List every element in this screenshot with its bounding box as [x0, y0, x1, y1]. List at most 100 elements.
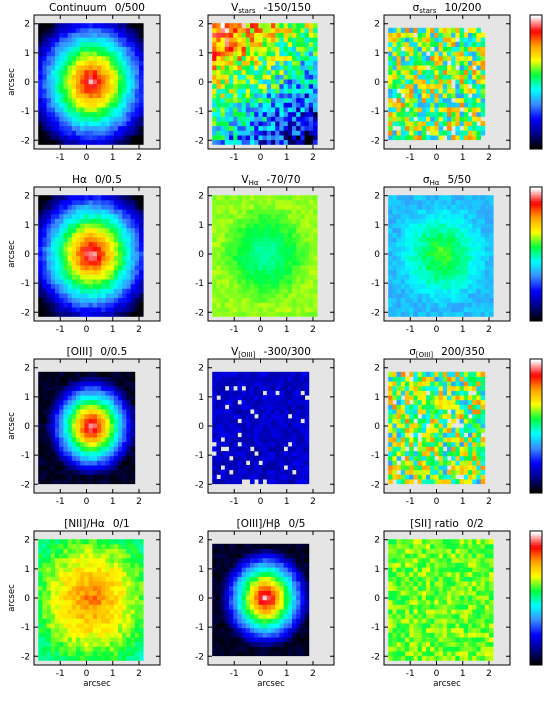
heatmap-cell — [126, 279, 131, 284]
heatmap-cell — [409, 232, 414, 237]
heatmap-cell — [254, 112, 259, 117]
heatmap-cell — [101, 223, 106, 228]
heatmap-cell — [68, 270, 73, 275]
heatmap-cell — [405, 65, 410, 70]
heatmap-cell — [63, 474, 68, 479]
heatmap-cell — [59, 232, 64, 237]
heatmap-cell — [254, 298, 259, 303]
heatmap-cell — [242, 200, 247, 205]
heatmap-cell — [51, 65, 56, 70]
heatmap-cell — [110, 470, 115, 475]
heatmap-cell — [118, 65, 123, 70]
heatmap-cell — [101, 219, 106, 224]
heatmap-cell — [42, 98, 47, 103]
heatmap-cell — [93, 446, 98, 451]
heatmap-cell — [114, 116, 119, 121]
heatmap-cell — [135, 256, 140, 261]
heatmap-cell — [72, 56, 77, 61]
heatmap-cell — [101, 479, 106, 484]
heatmap-cell — [51, 33, 56, 38]
heatmap-cell — [59, 418, 64, 423]
heatmap-cell — [455, 121, 460, 126]
heatmap-cell — [225, 298, 230, 303]
heatmap-cell — [296, 228, 301, 233]
heatmap-cell — [313, 251, 318, 256]
heatmap-cell — [300, 423, 305, 428]
heatmap-cell — [122, 474, 127, 479]
heatmap-cell — [309, 195, 314, 200]
heatmap-cell — [258, 302, 263, 307]
heatmap-cell — [72, 107, 77, 112]
heatmap-cell — [42, 409, 47, 414]
heatmap-cell — [139, 42, 144, 47]
heatmap-cell — [101, 42, 106, 47]
heatmap-cell — [126, 56, 131, 61]
heatmap-cell — [464, 60, 469, 65]
heatmap-cell — [279, 456, 284, 461]
heatmap-cell — [313, 223, 318, 228]
heatmap-cell — [237, 284, 242, 289]
heatmap-cell — [288, 237, 293, 242]
heatmap-cell — [279, 242, 284, 247]
heatmap-cell — [468, 79, 473, 84]
heatmap-cell — [271, 195, 276, 200]
heatmap-cell — [434, 195, 439, 200]
heatmap-cell — [292, 195, 297, 200]
heatmap-cell — [97, 260, 102, 265]
heatmap-cell — [413, 56, 418, 61]
heatmap-cell — [131, 391, 136, 396]
heatmap-cell — [464, 209, 469, 214]
heatmap-cell — [110, 126, 115, 131]
heatmap-cell — [401, 116, 406, 121]
heatmap-cell — [212, 432, 217, 437]
heatmap-cell — [225, 460, 230, 465]
heatmap-cell — [114, 265, 119, 270]
heatmap-cell — [288, 279, 293, 284]
heatmap-cell — [101, 409, 106, 414]
heatmap-cell — [47, 270, 52, 275]
heatmap-cell — [472, 56, 477, 61]
heatmap-cells — [38, 372, 135, 484]
heatmap-cell — [47, 121, 52, 126]
heatmap-cell — [455, 228, 460, 233]
heatmap-cell — [409, 126, 414, 131]
heatmap-cell — [313, 307, 318, 312]
heatmap-cell — [105, 130, 110, 135]
heatmap-cell — [80, 135, 85, 140]
heatmap-cell — [101, 256, 106, 261]
heatmap-cell — [55, 135, 60, 140]
heatmap-cell — [126, 28, 131, 33]
heatmap-cell — [122, 47, 127, 52]
heatmap-cell — [225, 451, 230, 456]
heatmap-cell — [300, 112, 305, 117]
heatmap-cell — [97, 386, 102, 391]
heatmap-cell — [233, 265, 238, 270]
heatmap-cell — [55, 28, 60, 33]
heatmap-cell — [114, 451, 119, 456]
heatmap-cell — [409, 60, 414, 65]
heatmap-cell — [443, 223, 448, 228]
heatmap-cell — [481, 214, 486, 219]
heatmap-cell — [296, 456, 301, 461]
heatmap-cell — [275, 465, 280, 470]
heatmap-cell — [242, 279, 247, 284]
heatmap-cell — [476, 102, 481, 107]
heatmap-cell — [84, 42, 89, 47]
heatmap-cell — [101, 312, 106, 317]
heatmap-cell — [288, 88, 293, 93]
heatmap-cell — [275, 214, 280, 219]
heatmap-cell — [233, 214, 238, 219]
heatmap-cell — [225, 465, 230, 470]
heatmap-cell — [105, 377, 110, 382]
heatmap-cell — [413, 200, 418, 205]
heatmap-cell — [451, 274, 456, 279]
heatmap-cell — [135, 56, 140, 61]
heatmap-cell — [229, 79, 234, 84]
heatmap-cell — [118, 265, 123, 270]
heatmap-cell — [105, 102, 110, 107]
y-tick-label: 1 — [374, 221, 380, 231]
heatmap-cell — [313, 237, 318, 242]
heatmap-cell — [309, 293, 314, 298]
heatmap-cell — [76, 228, 81, 233]
heatmap-cell — [233, 56, 238, 61]
